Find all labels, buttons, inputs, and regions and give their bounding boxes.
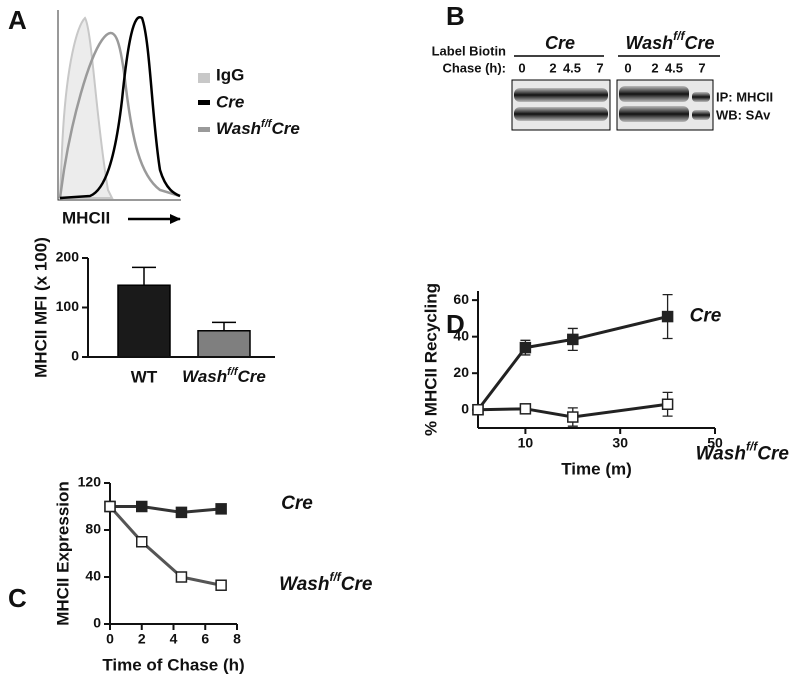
x-axis-label: Time (m) (561, 459, 632, 478)
y-axis-label: MHCII MFI (x 100) (31, 237, 50, 378)
series-line (476, 315, 668, 411)
marker (661, 398, 674, 411)
lane-label: 4.5 (563, 60, 581, 75)
label-part: Cre (341, 574, 373, 595)
y-axis-label: MHCII Expression (53, 481, 72, 626)
blot-side-label: WB: SAv (716, 107, 771, 122)
label: Cre (690, 306, 722, 327)
label-part: Wash (696, 443, 746, 464)
x-tick-label: 2 (138, 631, 146, 647)
y-tick-label: 0 (93, 615, 101, 631)
label: IgG (216, 65, 244, 84)
label: Washf/fCre (696, 439, 790, 464)
superscript: f/f (746, 439, 758, 453)
panel-letter: D (446, 309, 465, 339)
marker (175, 571, 188, 583)
panel-letter: B (446, 1, 465, 31)
series-line (477, 402, 668, 419)
label-part: Cre (757, 443, 789, 464)
bar (197, 330, 251, 358)
legend-swatch (198, 127, 210, 132)
lane-label: 7 (596, 60, 603, 75)
lane-label: 0 (518, 60, 525, 75)
y-tick-label: 20 (453, 364, 469, 380)
label-part: Wash (279, 574, 329, 595)
y-tick-label: 100 (56, 298, 80, 314)
label: Washf/fCre (625, 29, 714, 53)
x-tick-label: 30 (612, 435, 628, 451)
error-bar (212, 321, 236, 331)
lane-label: 7 (698, 60, 705, 75)
marker (175, 506, 188, 519)
label: Washf/fCre (216, 118, 300, 139)
y-tick-label: 40 (453, 327, 469, 343)
superscript: f/f (329, 570, 341, 584)
label: Cre (281, 493, 313, 514)
blot-row-label: Chase (h): (442, 60, 506, 75)
label: WT (131, 367, 158, 386)
y-tick-label: 80 (85, 521, 101, 537)
legend-swatch (198, 100, 210, 105)
marker (472, 403, 484, 416)
y-tick-label: 120 (78, 474, 102, 490)
label: Washf/fCre (279, 570, 373, 595)
x-tick-label: 10 (518, 435, 534, 451)
y-tick-label: 200 (56, 249, 80, 265)
y-tick-label: 0 (71, 348, 79, 364)
marker (215, 579, 227, 591)
marker (661, 310, 674, 323)
y-tick-label: 40 (85, 568, 101, 584)
series-line (110, 505, 222, 514)
label-part: Cre (685, 33, 715, 53)
marker (136, 500, 148, 513)
blot-side-label: IP: MHCII (716, 89, 773, 104)
marker (567, 411, 579, 423)
superscript: f/f (227, 366, 239, 378)
bar (117, 284, 171, 358)
panel-letter: A (8, 5, 27, 35)
superscript: f/f (673, 29, 685, 43)
legend-swatch (198, 73, 210, 83)
histogram-x-label: MHCII (62, 208, 110, 227)
lane-label: 2 (651, 60, 658, 75)
series-line (108, 505, 222, 587)
y-tick-label: 0 (461, 400, 469, 416)
lane-label: 4.5 (665, 60, 683, 75)
panel-letter: C (8, 583, 27, 613)
lane-label: 2 (549, 60, 556, 75)
histogram (57, 10, 181, 224)
marker (215, 503, 227, 515)
error-bar (132, 266, 156, 286)
y-axis-label: % MHCII Recycling (421, 283, 440, 436)
western-blot (511, 55, 720, 131)
lane-label: 0 (624, 60, 631, 75)
marker (136, 536, 148, 548)
marker (567, 333, 579, 346)
y-tick-label: 60 (453, 291, 469, 307)
x-tick-label: 4 (170, 631, 178, 647)
x-tick-label: 6 (201, 631, 209, 647)
x-axis-label: Time of Chase (h) (102, 655, 244, 674)
label: Cre (545, 33, 575, 53)
label-part: Wash (625, 33, 673, 53)
x-tick-label: 50 (707, 435, 723, 451)
label-part: Wash (182, 367, 227, 386)
marker (519, 403, 532, 415)
superscript: f/f (261, 118, 273, 130)
marker (519, 341, 532, 354)
label: Cre (216, 92, 244, 111)
label-part: Cre (271, 119, 299, 138)
x-tick-label: 8 (233, 631, 241, 647)
label-part: Wash (216, 119, 261, 138)
label-part: Cre (238, 367, 266, 386)
x-tick-label: 0 (106, 631, 114, 647)
label: Washf/fCre (182, 366, 266, 387)
blot-row-label: Label Biotin (432, 43, 506, 58)
marker (104, 500, 116, 513)
